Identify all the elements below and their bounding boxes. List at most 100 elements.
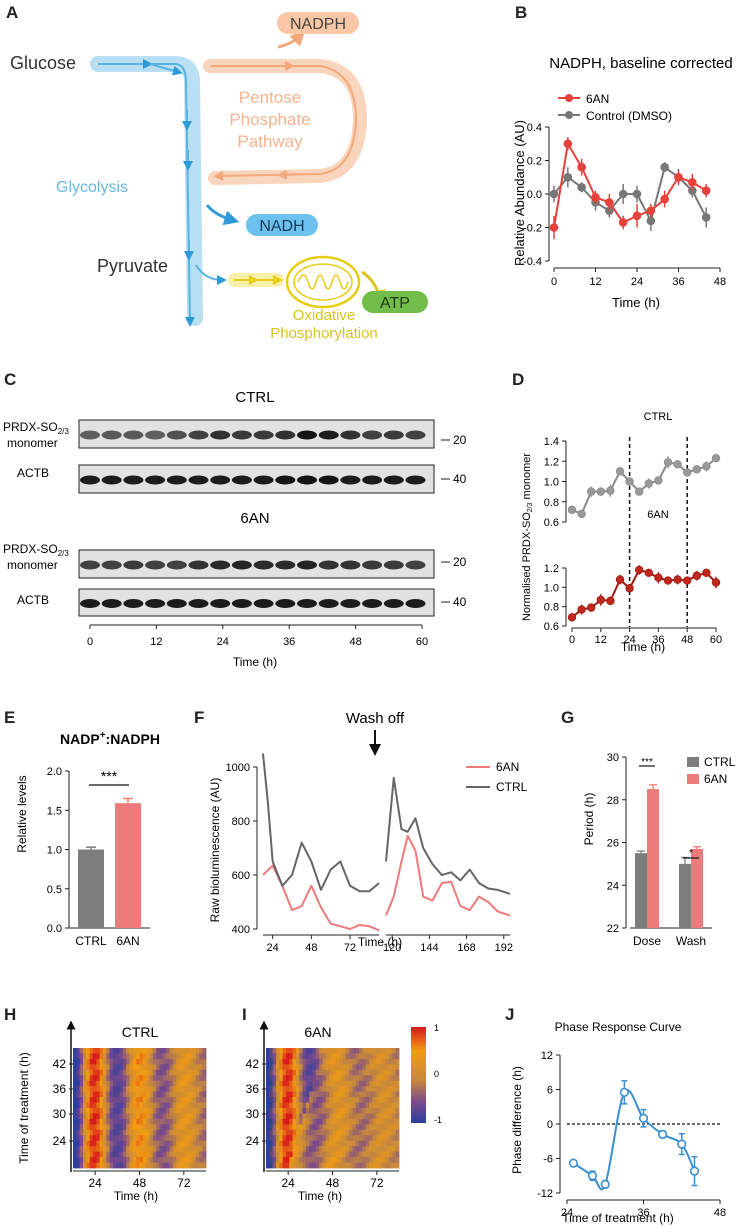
heatmap-cell [202, 1069, 207, 1076]
heatmap-cell [365, 1140, 370, 1147]
heatmap-cell [279, 1108, 284, 1114]
heatmap-cell [339, 1053, 343, 1060]
d-top-y-tick-label: 1.4 [544, 436, 559, 448]
heatmap-cell [275, 1086, 280, 1093]
heatmap-cell [269, 1135, 274, 1142]
heatmap-cell [116, 1080, 120, 1087]
heatmap-cell [389, 1113, 393, 1120]
heatmap-cell [312, 1075, 317, 1082]
heatmap-cell [269, 1097, 274, 1103]
heatmap-cell [196, 1064, 200, 1071]
heatmap-cell [196, 1124, 200, 1131]
heatmap-cell [136, 1124, 140, 1131]
blot-band [188, 599, 209, 608]
heatmap-cell [159, 1146, 164, 1153]
heatmap-cell [202, 1091, 207, 1098]
heatmap-cell [382, 1157, 387, 1163]
heatmap-cell [159, 1064, 164, 1071]
heatmap-cell [146, 1075, 150, 1082]
heatmap-cell [355, 1124, 360, 1131]
heatmap-cell [375, 1064, 380, 1071]
heatmap-cell [335, 1075, 340, 1082]
heatmap-cell [96, 1129, 100, 1136]
heatmap-cell [156, 1108, 160, 1114]
heatmap-cell [172, 1118, 177, 1125]
heatmap-cell [73, 1113, 77, 1120]
heatmap-cell [309, 1064, 313, 1071]
heatmap-cell [189, 1058, 194, 1065]
heatmap-cell [339, 1058, 343, 1065]
j-x-tick-label: 24 [561, 1207, 573, 1219]
b-x-tick-label: 36 [672, 276, 684, 288]
heatmap-cell [152, 1064, 157, 1071]
heatmap-cell [275, 1069, 280, 1076]
heatmap-cell [139, 1140, 144, 1147]
heatmap-cell [365, 1151, 370, 1158]
heatmap-cell [159, 1140, 164, 1147]
heatmap-cell [112, 1118, 117, 1125]
heatmap-cell [152, 1048, 157, 1054]
heatmap-cell [275, 1151, 280, 1158]
heatmap-cell [385, 1108, 390, 1114]
heatmap-cell [335, 1113, 340, 1120]
heatmap-cell [116, 1162, 120, 1169]
heatmap-cell [266, 1097, 270, 1103]
heatmap-cell [149, 1135, 154, 1142]
heatmap-cell [202, 1151, 207, 1158]
heatmap-cell [96, 1146, 100, 1153]
heatmap-cell [126, 1102, 130, 1109]
heatmap-cell [335, 1151, 340, 1158]
blot-band [80, 560, 100, 570]
heatmap-cell [89, 1124, 94, 1131]
heatmap-cell [352, 1162, 357, 1169]
heatmap-cell [375, 1058, 380, 1065]
heatmap-cell [142, 1075, 147, 1082]
d-point [577, 605, 586, 614]
heatmap-cell [349, 1064, 353, 1071]
heatmap-cell [385, 1157, 390, 1163]
heatmap-cell [89, 1091, 94, 1098]
heatmap-cell [92, 1151, 97, 1158]
heatmap-cell [189, 1118, 194, 1125]
heatmap-cell [136, 1157, 140, 1163]
heatmap-cell [309, 1053, 313, 1060]
heatmap-cell [305, 1157, 310, 1163]
heatmap-cell [182, 1140, 187, 1147]
heatmap-cell [156, 1053, 160, 1060]
heatmap-cell [312, 1129, 317, 1136]
heatmap-cell [142, 1108, 147, 1114]
heatmap-cell [102, 1118, 107, 1125]
heatmap-cell [395, 1113, 400, 1120]
heatmap-cell [132, 1108, 137, 1114]
heatmap-cell [189, 1146, 194, 1153]
heatmap-cell [299, 1108, 303, 1114]
heatmap-cell [342, 1080, 347, 1087]
heatmap-cell [159, 1086, 164, 1093]
heatmap-cell [365, 1075, 370, 1082]
heatmap-cell [156, 1124, 160, 1131]
heatmap-cell [312, 1097, 317, 1103]
heatmap-cell [116, 1129, 120, 1136]
legend-control-label: Control (DMSO) [586, 109, 672, 123]
heatmap-cell [289, 1140, 293, 1147]
heatmap-cell [375, 1162, 380, 1169]
heatmap-cell [149, 1146, 154, 1153]
heatmap-cell [302, 1102, 307, 1109]
heatmap-cell [159, 1108, 164, 1114]
heatmap-cell [106, 1124, 110, 1131]
heatmap-cell [292, 1162, 297, 1169]
heatmap-cell [82, 1140, 87, 1147]
heatmap-cell [172, 1124, 177, 1131]
heatmap-cell [79, 1151, 84, 1158]
heatmap-cell [166, 1118, 170, 1125]
heatmap-cell [392, 1080, 397, 1087]
heatmap-cell [192, 1075, 197, 1082]
heatmap-cell [96, 1113, 100, 1120]
heatmap-cell [375, 1080, 380, 1087]
d-point [596, 487, 605, 496]
heatmap-ctrl-title: CTRL [122, 1024, 159, 1040]
heatmap-cell [335, 1146, 340, 1153]
panel-letter-h: H [4, 1005, 17, 1024]
blot-band [166, 560, 187, 570]
